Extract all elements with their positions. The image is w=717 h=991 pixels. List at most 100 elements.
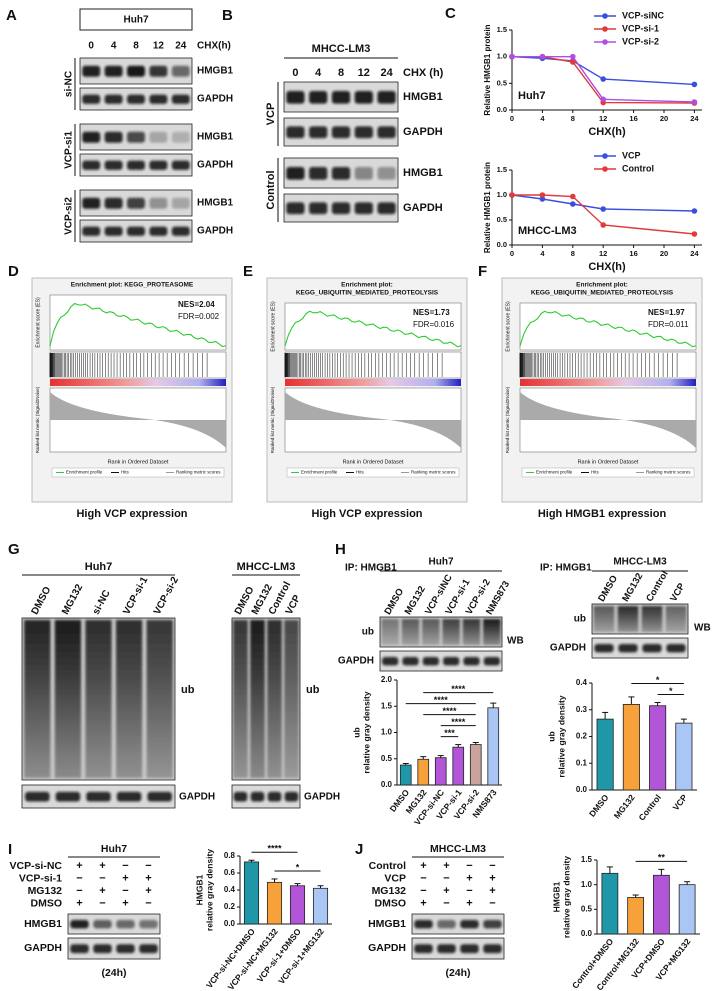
point xyxy=(570,193,576,200)
band xyxy=(82,197,101,209)
annotation: MHCC-LM3 xyxy=(518,225,577,237)
y-tick-label: 0.0 xyxy=(576,785,588,794)
band xyxy=(104,94,123,104)
bar xyxy=(652,874,670,935)
y-tick-label: 0.1 xyxy=(576,758,588,767)
band xyxy=(354,126,373,139)
blot xyxy=(411,937,505,960)
row-label: GAPDH xyxy=(304,792,340,803)
smear xyxy=(617,606,639,632)
sign: − xyxy=(99,897,105,909)
cell-line: Huh7 xyxy=(101,843,127,855)
row-label: GAPDH xyxy=(403,126,443,138)
legend-label: Hits xyxy=(591,470,599,475)
bar xyxy=(627,897,645,935)
cell-line: MHCC-LM3 xyxy=(430,843,486,855)
smear xyxy=(483,619,501,645)
band xyxy=(70,920,89,929)
sign: + xyxy=(443,860,449,872)
plot-title: KEGG_UBIQUITIN_MEDIATED_PROTEOLYSIS xyxy=(296,290,439,297)
band xyxy=(414,944,433,954)
band xyxy=(331,167,351,180)
bar xyxy=(622,704,640,791)
band xyxy=(171,197,190,209)
header-box xyxy=(79,8,193,31)
band xyxy=(82,131,101,143)
sign: + xyxy=(122,872,128,884)
row-label: GAPDH xyxy=(179,792,215,803)
rank-colorbar xyxy=(285,379,461,386)
y-axis-label: relative gray density xyxy=(361,691,371,773)
band xyxy=(82,160,101,170)
fdr: FDR=0.002 xyxy=(178,312,220,321)
legend-label: VCP-si-2 xyxy=(622,36,659,46)
time-label: (24h) xyxy=(101,967,126,979)
band xyxy=(127,65,145,77)
band xyxy=(309,202,328,215)
x-tick-label: 4 xyxy=(540,114,545,123)
ip-label: IP: HMGB1 xyxy=(345,563,397,574)
legend-label: Enrichment profile xyxy=(536,470,573,475)
x-tick-label: 0 xyxy=(510,249,514,258)
panel-letter: I xyxy=(8,841,12,858)
es-label: Enrichment score (ES) xyxy=(270,301,276,352)
enrichment-curve xyxy=(519,310,697,348)
sign: + xyxy=(420,897,426,909)
bar xyxy=(487,707,500,786)
band xyxy=(483,920,502,929)
metric-area xyxy=(50,392,226,448)
band xyxy=(139,920,158,929)
band xyxy=(93,920,112,929)
bar xyxy=(601,872,619,935)
y-tick-label: 0.0 xyxy=(224,919,236,928)
row-label: GAPDH xyxy=(197,226,233,237)
treatment-label: VCP-si-1 xyxy=(19,872,62,884)
band xyxy=(233,791,248,802)
bar xyxy=(675,722,693,791)
y-tick-label: 0.0 xyxy=(497,240,507,249)
enrichment-curve xyxy=(284,310,462,348)
band xyxy=(443,657,460,666)
significance-label: **** xyxy=(434,695,449,705)
x-tick-label: 16 xyxy=(629,249,637,258)
y-tick-label: 0.5 xyxy=(581,904,593,913)
lane-label: 8 xyxy=(133,41,139,52)
y-tick-label: 0.0 xyxy=(497,105,507,114)
metric-label: Ranked list metric (Signal2Noise) xyxy=(270,386,275,453)
band xyxy=(104,197,123,209)
plot-title: KEGG_UBIQUITIN_MEDIATED_PROTEOLYSIS xyxy=(531,290,674,297)
point xyxy=(539,53,546,60)
legend-label: VCP-siNC xyxy=(622,10,665,20)
panel-letter: A xyxy=(6,7,17,24)
x-tick-label: VCP xyxy=(671,792,690,812)
lane-label: DMSO xyxy=(596,574,620,604)
lane-label: 24 xyxy=(175,41,187,52)
x-axis-label: Rank in Ordered Dataset xyxy=(108,459,169,465)
row-label: HMGB1 xyxy=(403,167,443,179)
smear xyxy=(381,619,399,645)
significance-label: **** xyxy=(442,706,457,716)
sign: − xyxy=(443,872,449,884)
sign: + xyxy=(443,885,449,897)
lane-label: VCP xyxy=(668,581,688,604)
band xyxy=(331,126,351,139)
rank-colorbar xyxy=(50,379,226,386)
row-label: HMGB1 xyxy=(197,132,234,143)
lane-label: MG132 xyxy=(620,571,645,603)
cell-line: Huh7 xyxy=(429,557,454,568)
legend-marker xyxy=(602,13,608,19)
bar xyxy=(417,758,430,786)
lane-label: 4 xyxy=(111,41,117,52)
legend-label: Enrichment profile xyxy=(66,470,103,475)
fdr: FDR=0.016 xyxy=(413,320,455,329)
band xyxy=(354,167,373,180)
band xyxy=(55,791,81,802)
sign: − xyxy=(489,860,495,872)
y-axis-label: relative gray density xyxy=(204,849,214,931)
band xyxy=(116,791,142,802)
cell-line: MHCC-LM3 xyxy=(237,561,296,573)
legend-marker xyxy=(602,39,608,45)
legend-marker xyxy=(602,166,608,172)
row-label: ub xyxy=(362,627,374,638)
